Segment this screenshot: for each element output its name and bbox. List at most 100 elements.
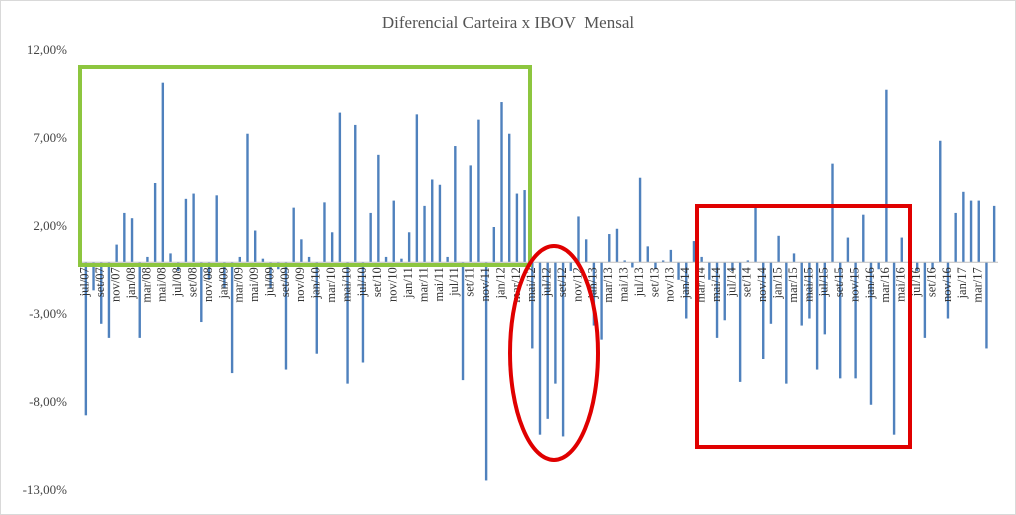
bar xyxy=(954,212,957,263)
bar xyxy=(962,191,965,263)
bar xyxy=(92,262,95,291)
bar xyxy=(931,262,934,270)
bar xyxy=(584,239,588,263)
x-tick-label: jan/11 xyxy=(401,267,415,299)
x-tick-label: set/07 xyxy=(93,267,107,297)
bar xyxy=(723,262,726,321)
y-tick-label: 12,00% xyxy=(27,42,67,57)
bar xyxy=(84,262,88,416)
bar xyxy=(500,102,503,263)
x-tick-label: mai/16 xyxy=(894,267,908,302)
bar xyxy=(369,212,372,263)
bar xyxy=(869,262,873,405)
bar xyxy=(839,262,842,379)
x-tick-label: mai/14 xyxy=(709,266,723,301)
bar xyxy=(538,262,542,435)
bar xyxy=(561,262,565,437)
bar xyxy=(153,183,157,263)
bar xyxy=(638,177,642,263)
bar xyxy=(161,82,165,263)
bar xyxy=(377,154,380,263)
x-tick-label: set/15 xyxy=(832,267,846,297)
bar xyxy=(523,190,526,263)
bar xyxy=(169,253,172,263)
bar xyxy=(284,262,288,370)
bar xyxy=(800,262,803,326)
bar xyxy=(146,256,149,263)
bar xyxy=(107,262,111,338)
bar xyxy=(738,262,742,382)
bar xyxy=(515,193,519,263)
bar xyxy=(484,262,488,481)
bar xyxy=(677,262,680,280)
bar xyxy=(754,207,757,263)
x-tick-label: mar/15 xyxy=(786,267,800,302)
bar xyxy=(415,114,419,263)
bar xyxy=(238,256,241,263)
bar xyxy=(569,262,572,271)
bar xyxy=(253,230,257,263)
bar xyxy=(184,198,188,263)
bar xyxy=(115,244,118,263)
x-tick-label: mar/17 xyxy=(971,267,985,302)
x-tick-label: mai/08 xyxy=(155,267,169,302)
bar xyxy=(731,262,734,271)
bar xyxy=(661,260,665,263)
x-tick-label: mai/09 xyxy=(247,267,261,302)
x-tick-label: nov/10 xyxy=(386,267,400,302)
x-tick-label: nov/15 xyxy=(847,267,861,302)
bar xyxy=(877,262,880,270)
bar xyxy=(407,232,411,263)
x-tick-label: jan/10 xyxy=(309,267,323,299)
bar xyxy=(261,258,265,263)
x-tick-label: nov/13 xyxy=(663,267,677,302)
bar xyxy=(338,112,342,263)
bar xyxy=(646,246,649,263)
x-tick-label: jul/15 xyxy=(817,267,831,297)
x-tick-label: set/16 xyxy=(924,267,938,297)
bar xyxy=(330,232,334,263)
bar xyxy=(323,202,326,263)
bar xyxy=(431,179,434,263)
bar xyxy=(785,262,788,384)
bar xyxy=(823,262,827,335)
x-tick-label: set/08 xyxy=(185,267,199,297)
bar xyxy=(615,228,619,263)
chart-title: Diferencial Carteira x IBOV Mensal xyxy=(382,13,635,32)
y-tick-label: -3,00% xyxy=(29,306,67,321)
y-tick-label: 7,00% xyxy=(33,130,67,145)
bar xyxy=(592,262,596,326)
x-tick-label: jan/14 xyxy=(678,266,692,299)
y-tick-label: 2,00% xyxy=(33,218,67,233)
bar xyxy=(708,262,711,280)
bar xyxy=(346,262,349,384)
bar xyxy=(885,89,888,263)
bar xyxy=(923,262,927,338)
bar xyxy=(900,237,903,263)
x-tick-label: set/09 xyxy=(278,267,292,297)
bar xyxy=(384,256,388,263)
bar xyxy=(654,262,657,270)
bar xyxy=(200,262,203,323)
bar xyxy=(531,262,534,349)
x-tick-label: mai/10 xyxy=(339,267,353,302)
bar xyxy=(892,262,896,435)
bar xyxy=(192,193,195,263)
bar xyxy=(300,239,303,263)
bar xyxy=(977,200,980,263)
y-tick-label: -13,00% xyxy=(23,482,68,497)
bar xyxy=(307,256,311,263)
bar xyxy=(939,140,942,263)
bar xyxy=(777,235,780,263)
bar xyxy=(685,262,688,319)
bar xyxy=(508,133,511,263)
bar xyxy=(669,249,673,263)
bar xyxy=(223,262,226,289)
x-tick-label: jan/17 xyxy=(955,267,969,299)
highlight-ellipse xyxy=(508,244,600,462)
x-tick-label: jul/09 xyxy=(262,267,276,297)
x-tick-label: mar/10 xyxy=(324,267,338,302)
bar xyxy=(854,262,857,379)
bar xyxy=(492,227,496,263)
